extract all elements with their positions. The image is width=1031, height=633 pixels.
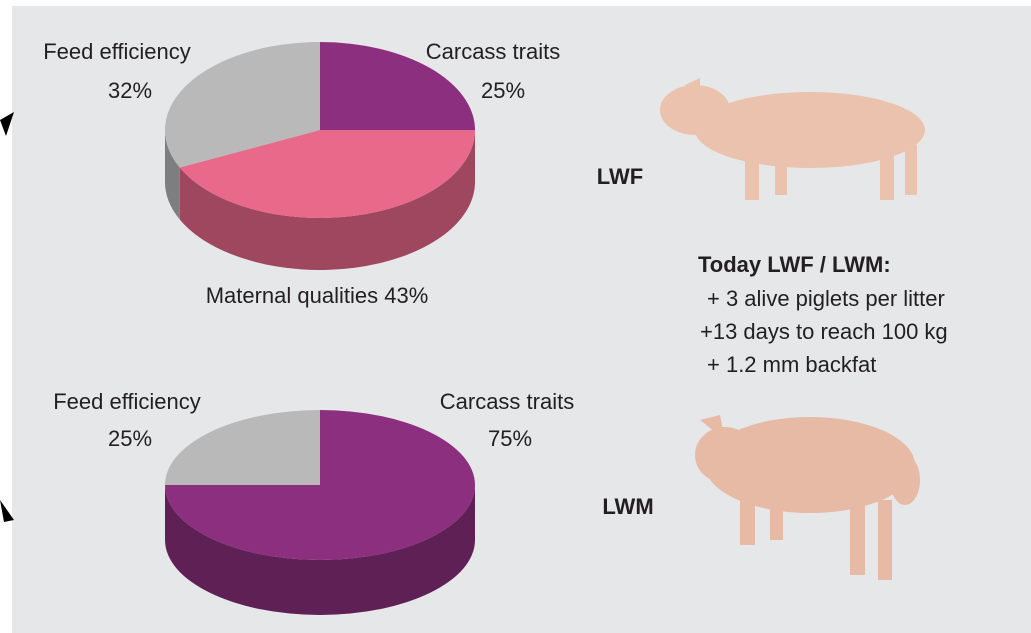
pig-lwf — [660, 78, 925, 200]
slice-value: 75% — [488, 426, 532, 451]
slice-value: 25% — [481, 78, 525, 103]
pie-side — [165, 485, 475, 615]
slice-value: 32% — [108, 78, 152, 103]
slice-name: Carcass traits — [440, 389, 574, 414]
breed-label: LWM — [602, 494, 653, 519]
panel-title: Today LWF / LWM: — [698, 252, 891, 277]
panel-line: + 1.2 mm backfat — [707, 352, 876, 377]
slice-name: Maternal qualities — [206, 283, 378, 308]
arrow — [0, 500, 14, 522]
slice-value: 25% — [108, 426, 152, 451]
slice-value: 43% — [384, 283, 428, 308]
slice-name: Feed efficiency — [53, 389, 201, 414]
breed-label: LWF — [597, 164, 643, 189]
arrow — [0, 112, 14, 136]
pie-slice — [165, 410, 320, 485]
slice-label: Maternal qualities 43% — [206, 283, 429, 308]
slice-name: Carcass traits — [426, 39, 560, 64]
panel-line: + 3 alive piglets per litter — [707, 286, 945, 311]
panel-line: +13 days to reach 100 kg — [700, 319, 948, 344]
pie-slice — [164, 42, 320, 168]
pig-lwm — [695, 415, 920, 580]
slice-name: Feed efficiency — [43, 39, 191, 64]
pie-side — [165, 130, 180, 220]
pie-slice — [179, 130, 475, 218]
pie-side — [179, 130, 475, 271]
pie-slice — [320, 42, 475, 130]
